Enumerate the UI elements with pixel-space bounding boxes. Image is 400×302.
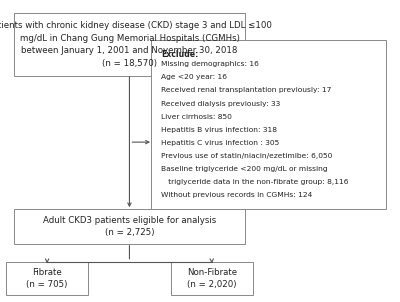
Text: Age <20 year: 16: Age <20 year: 16	[161, 75, 227, 80]
Text: triglyceride data in the non-fibrate group: 8,116: triglyceride data in the non-fibrate gro…	[161, 179, 348, 185]
FancyBboxPatch shape	[6, 262, 88, 294]
FancyBboxPatch shape	[151, 40, 386, 209]
Text: Liver cirrhosis: 850: Liver cirrhosis: 850	[161, 114, 232, 120]
Text: Adult CKD3 patients eligible for analysis
(n = 2,725): Adult CKD3 patients eligible for analysi…	[43, 216, 216, 237]
Text: Fibrate
(n = 705): Fibrate (n = 705)	[26, 268, 68, 289]
Text: Missing demographics: 16: Missing demographics: 16	[161, 61, 259, 67]
Text: Exclude:: Exclude:	[161, 50, 198, 59]
FancyBboxPatch shape	[14, 209, 245, 244]
Text: Received dialysis previously: 33: Received dialysis previously: 33	[161, 101, 280, 107]
Text: Received renal transplantation previously: 17: Received renal transplantation previousl…	[161, 88, 331, 94]
Text: Hepatitis C virus infection : 305: Hepatitis C virus infection : 305	[161, 140, 279, 146]
Text: Patients with chronic kidney disease (CKD) stage 3 and LDL ≤100
mg/dL in Chang G: Patients with chronic kidney disease (CK…	[0, 21, 271, 68]
Text: Without previous records in CGMHs: 124: Without previous records in CGMHs: 124	[161, 192, 312, 198]
Text: Hepatitis B virus infection: 318: Hepatitis B virus infection: 318	[161, 127, 277, 133]
Text: Baseline triglyceride <200 mg/dL or missing: Baseline triglyceride <200 mg/dL or miss…	[161, 165, 328, 172]
Text: Previous use of statin/niacin/ezetimibe: 6,050: Previous use of statin/niacin/ezetimibe:…	[161, 153, 332, 159]
Text: Non-Fibrate
(n = 2,020): Non-Fibrate (n = 2,020)	[187, 268, 237, 289]
FancyBboxPatch shape	[170, 262, 253, 294]
FancyBboxPatch shape	[14, 13, 245, 76]
